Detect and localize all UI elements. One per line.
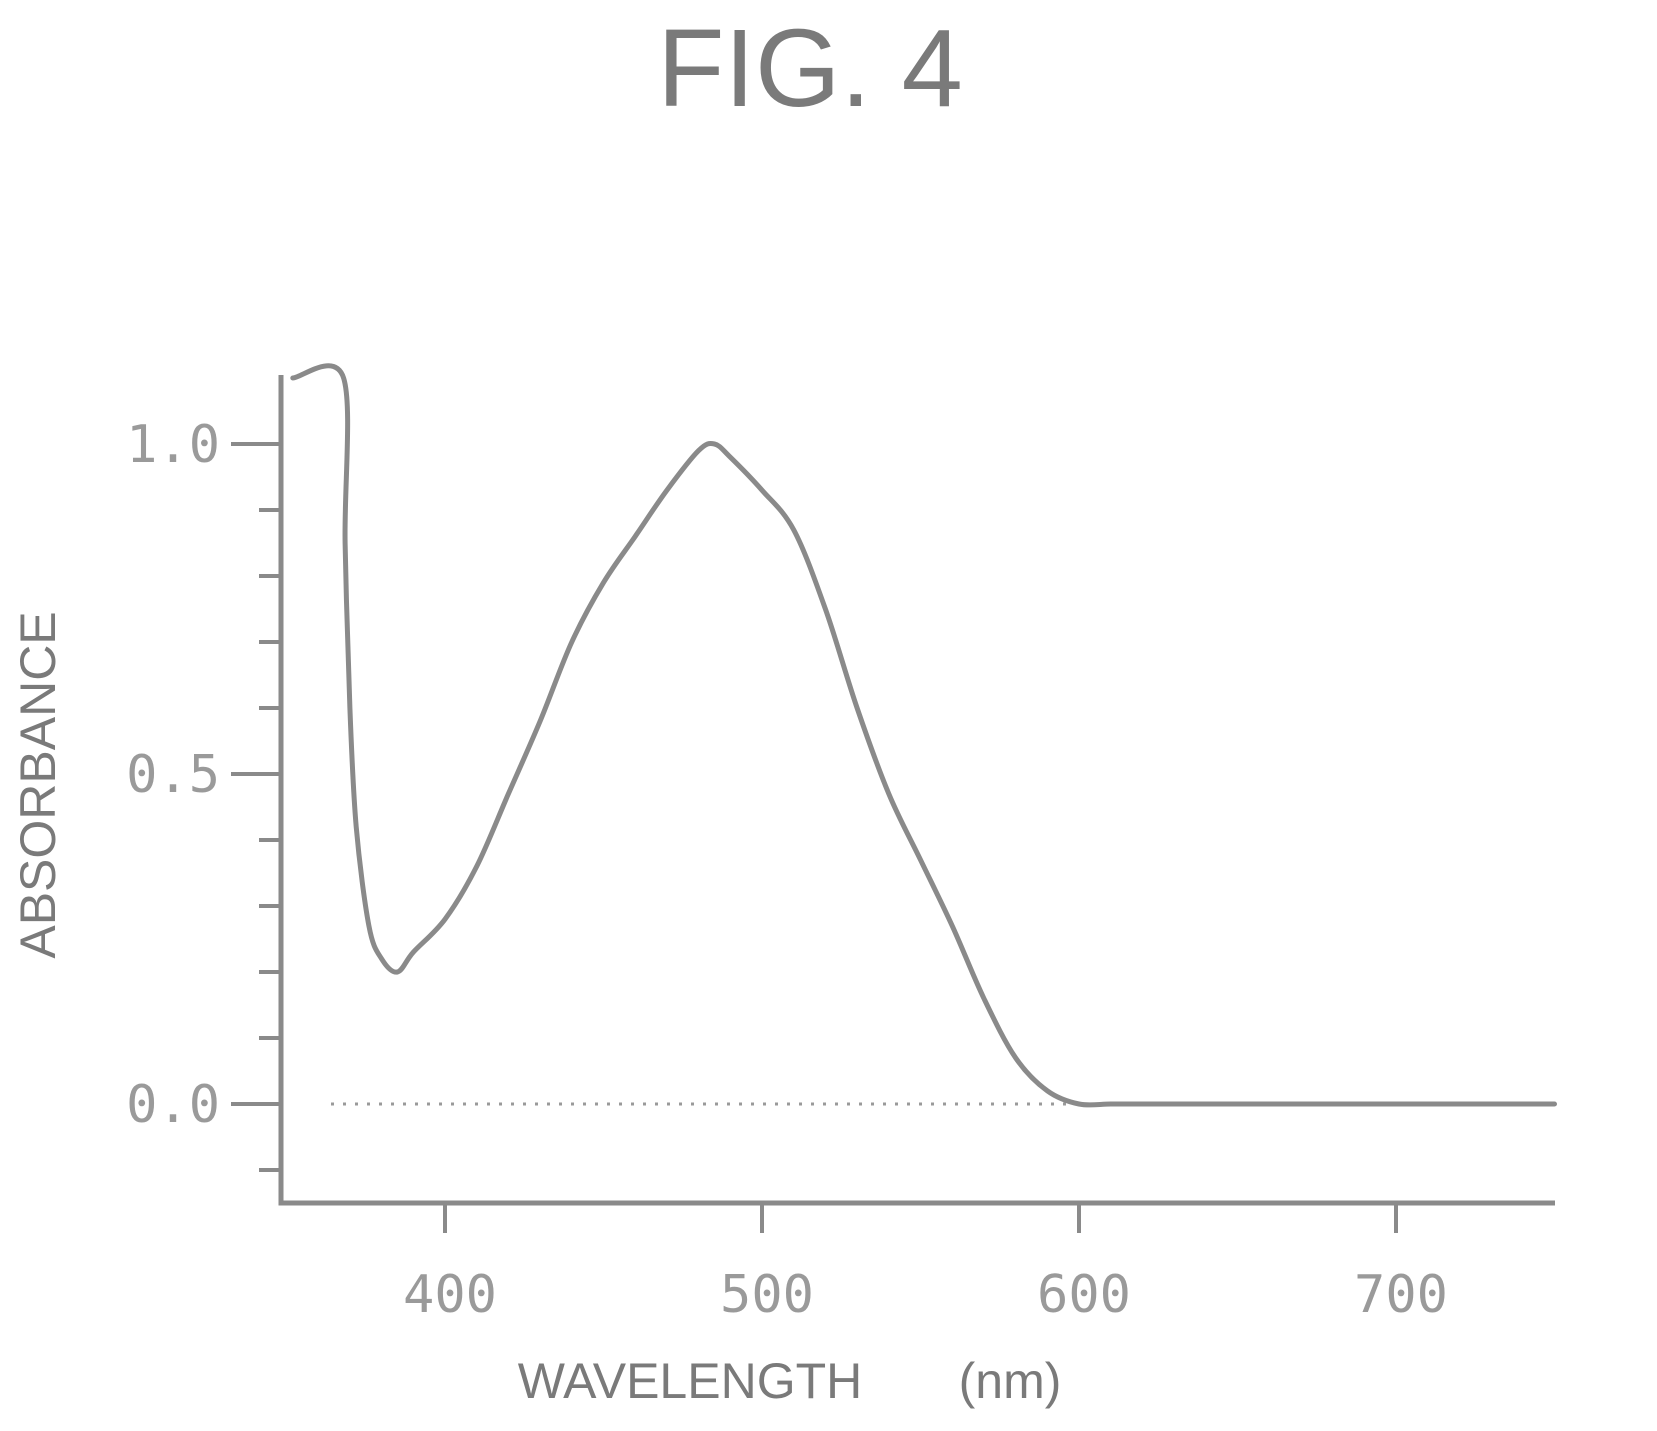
absorbance-curve <box>290 363 1557 1108</box>
x-tick-label: 500 <box>720 1265 814 1325</box>
plot-area: 0.0 0.5 1.0 400 500 600 700 <box>126 363 1557 1325</box>
axes-frame <box>278 375 1555 1206</box>
y-axis-label: ABSORBANCE <box>10 611 66 958</box>
y-tick-label: 0.5 <box>126 745 220 805</box>
figure-title: FIG. 4 <box>657 7 963 130</box>
x-axis-label: WAVELENGTH <box>518 1353 862 1409</box>
x-tick-label: 600 <box>1037 1265 1131 1325</box>
x-tick-label: 700 <box>1354 1265 1448 1325</box>
x-axis-unit: (nm) <box>959 1353 1062 1409</box>
y-tick-label: 1.0 <box>126 415 220 475</box>
x-axis-ticks: 400 500 600 700 <box>403 1203 1448 1325</box>
y-tick-label: 0.0 <box>126 1075 220 1135</box>
x-tick-label: 400 <box>403 1265 497 1325</box>
y-axis-ticks: 0.0 0.5 1.0 <box>126 415 281 1172</box>
